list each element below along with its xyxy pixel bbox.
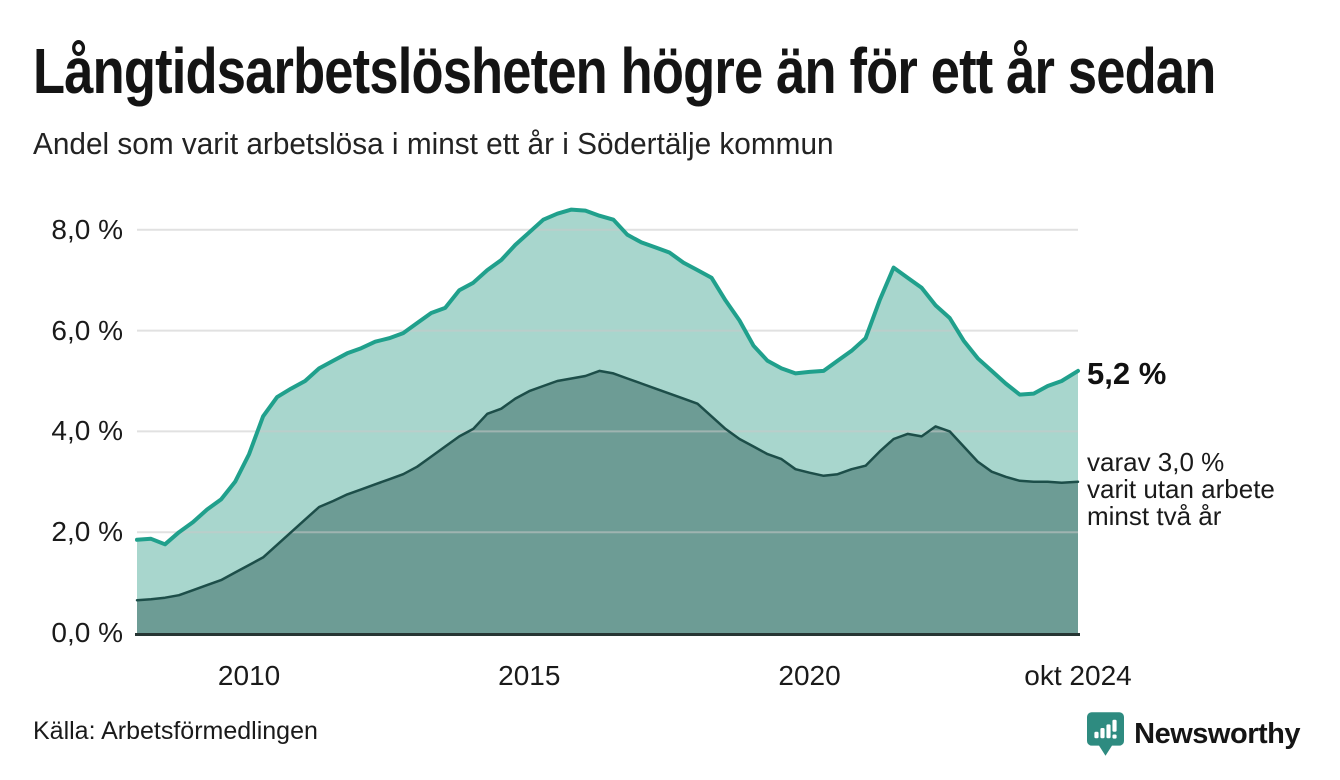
x-tick-label: 2010: [217, 660, 281, 691]
exclamation-dot-icon: [1112, 734, 1117, 739]
brand-name: Newsworthy: [1134, 718, 1300, 750]
secondary-series-note: varav 3,0 % varit utan arbete minst två …: [1087, 449, 1275, 530]
bar-icon: [1106, 724, 1111, 739]
note-line: varit utan arbete: [1087, 474, 1275, 504]
newsworthy-bar-chart-pin-icon: [1087, 712, 1125, 756]
note-line: varav 3,0 %: [1087, 447, 1225, 477]
x-tick-label: okt 2024: [1024, 660, 1132, 691]
page-title: Långtidsarbetslösheten högre än för ett …: [33, 35, 1216, 107]
y-tick-label: 6,0 %: [51, 314, 123, 346]
bar-icon: [1100, 728, 1105, 739]
y-tick-label: 2,0 %: [51, 516, 123, 548]
x-tick-label: 2020: [778, 660, 841, 691]
note-line: minst två år: [1087, 501, 1222, 531]
series-line-1: [135, 207, 1080, 547]
exclamation-icon: [1112, 719, 1117, 732]
series-line-2: [135, 369, 1080, 602]
source-attribution: Källa: Arbetsförmedlingen: [33, 717, 318, 745]
brand-logo: Newsworthy: [1087, 712, 1300, 757]
y-tick-label: 0,0 %: [51, 617, 123, 648]
bar-icon: [1094, 731, 1099, 739]
latest-value-label: 5,2 %: [1087, 355, 1167, 391]
x-tick-label: 2015: [498, 660, 561, 691]
page-subtitle: Andel som varit arbetslösa i minst ett å…: [33, 126, 834, 161]
y-tick-label: 4,0 %: [51, 415, 123, 447]
series-area-2: [137, 370, 1078, 633]
y-tick-label: 8,0 %: [51, 213, 123, 245]
